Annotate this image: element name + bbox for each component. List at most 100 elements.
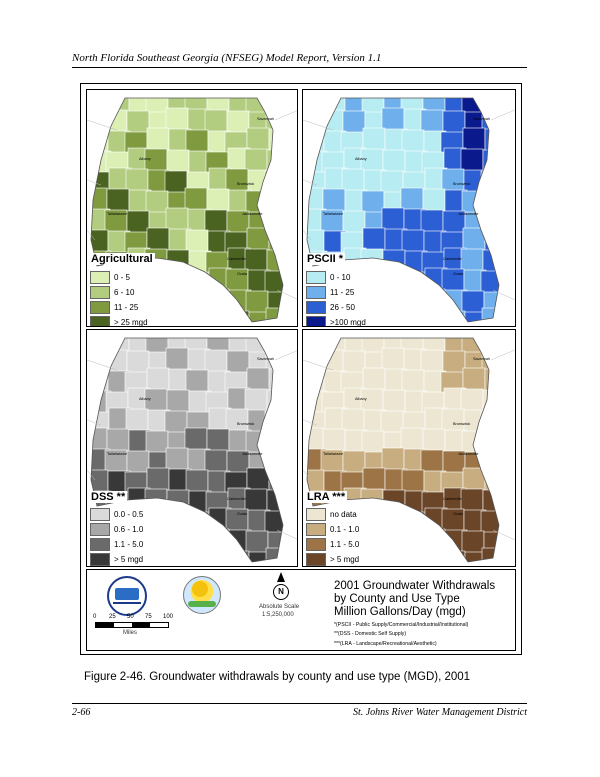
city-label: Tallahassee [107,452,127,456]
legend-row: 26 - 50 [306,300,366,315]
county-shape [185,229,209,253]
legend-row: 0.1 - 1.0 [306,522,359,537]
scale-unit: Miles [123,630,138,636]
legend-label: 0.0 - 0.5 [114,510,144,519]
legend-label: > 25 mgd [114,318,148,327]
map-title-line: by County and Use Type [334,593,460,605]
county-shape [146,127,170,151]
county-shape [206,188,230,212]
legend-swatch [90,508,110,521]
county-shape [462,127,486,151]
city-label: Savannah [473,357,490,361]
neighbor-boundaries [303,109,515,301]
legend-row: 0 - 10 [306,270,366,285]
county-shape [420,109,444,133]
legend-lra: no data 0.1 - 1.0 1.1 - 5.0 > 5 mgd [306,507,360,566]
county-shape [420,349,444,373]
legend-label: 1.1 - 5.0 [330,540,360,549]
legend-swatch [90,271,110,284]
county-shape [165,347,189,371]
city-label: Brunswick [237,182,254,186]
county-shape [381,207,405,231]
legend-row: > 25 mgd [90,315,148,327]
city-label: Ocala [453,272,464,276]
panel-title: DSS ** [89,491,128,503]
county-shape [464,551,488,562]
county-shape [206,428,230,452]
county-shape [248,551,272,562]
county-shape [248,311,272,322]
county-shape [125,168,149,192]
legend-swatch [306,538,326,551]
legend-row: 11 - 25 [306,285,366,300]
scale-tick: 100 [163,614,174,620]
city-label: Tallahassee [107,212,127,216]
legend-label: 1.1 - 5.0 [114,540,144,549]
city-label: Gainesville [443,497,462,501]
county-shape [460,248,484,272]
county-shape [164,170,188,194]
county-shape [245,290,269,314]
legend-swatch [90,301,110,314]
city-label: Savannah [257,357,274,361]
county-shape [460,488,484,512]
agency-seal-logo [183,576,221,614]
county-shape [441,408,465,432]
legend-label: no data [330,510,357,519]
map-dss: Savannah Albany Brunswick Tallahassee Jackso… [87,330,297,566]
county-shape [204,109,228,133]
county-shape [145,430,169,454]
county-shape [204,349,228,373]
panel-title: PSCII * [305,253,346,265]
county-shape [184,427,208,451]
city-label: Jacksonville [242,452,262,456]
scale-tick: 50 [127,614,134,620]
county-shape [420,209,444,233]
county-shape [401,469,425,493]
county-shape [361,430,385,454]
county-shape [401,229,425,253]
city-label: Ocala [237,512,248,516]
county-shape [341,168,365,192]
county-shape [246,367,270,391]
map-agricultural: Savannah Albany Brunswick Tallahassee Jackso… [87,90,297,326]
county-shape [322,428,346,452]
scale-tick: 25 [109,614,116,620]
city-label: Ocala [237,272,248,276]
county-shape [462,367,486,391]
footer-page-number: 2-66 [72,707,91,718]
state-outline [306,337,500,563]
panel-dss: Savannah Albany Brunswick Tallahassee Jackso… [86,329,298,567]
legend-pscii: 0 - 10 11 - 25 26 - 50 >100 mgd [306,270,366,326]
legend-label: 0.6 - 1.0 [114,525,144,534]
county-shape [164,410,188,434]
legend-swatch [90,553,110,566]
county-shape [126,450,150,474]
legend-row: 0 - 5 [90,270,148,285]
county-shape [226,110,250,134]
county-shape [422,188,446,212]
county-shape [420,449,444,473]
county-shape [245,530,269,554]
county-shape [322,188,346,212]
legend-swatch [90,538,110,551]
city-label: Jacksonville [242,212,262,216]
panel-title: Agricultural [89,253,155,265]
city-label: Albany [139,397,151,401]
county-shape [442,350,466,374]
city-label: Tallahassee [323,212,343,216]
city-label: Brunswick [453,182,470,186]
sjrwmd-logo [107,576,147,616]
county-shape [400,187,424,211]
legend-swatch [90,523,110,536]
county-shape [362,227,386,251]
city-label: Savannah [257,117,274,121]
map-info-block: 0 25 50 75 100 Miles N Absolute Scale 1:… [86,569,516,651]
city-label: Savannah [473,117,490,121]
city-label: Gainesville [227,257,246,261]
legend-swatch [306,316,326,326]
legend-label: 0 - 10 [330,273,351,282]
county-shape [460,388,484,412]
county-shape [226,350,250,374]
map-title-line: 2001 Groundwater Withdrawals [334,580,496,592]
